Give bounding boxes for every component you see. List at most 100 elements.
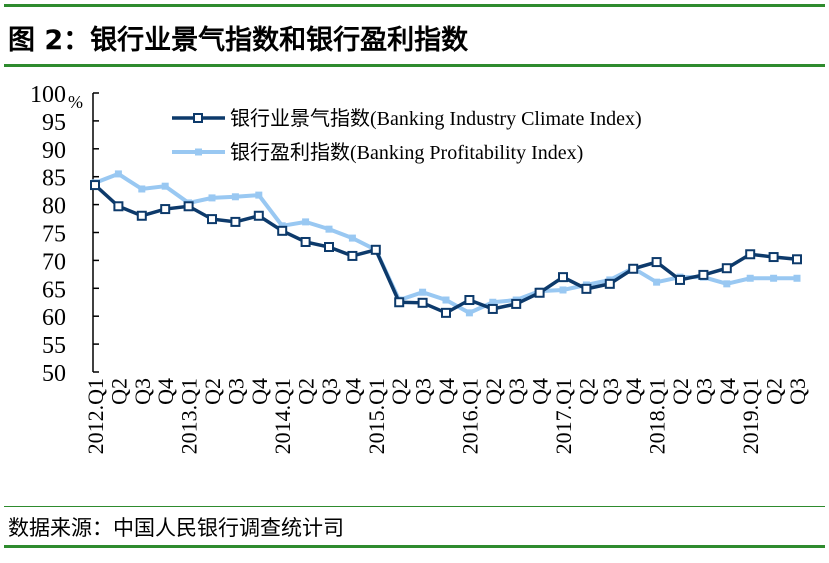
x-tick-label: Q3 (130, 378, 155, 405)
data-point-climate (511, 298, 522, 309)
title-rule (4, 64, 825, 67)
data-point-climate (604, 278, 615, 289)
data-point-profitability (746, 274, 754, 282)
source-rule-top (4, 506, 825, 507)
data-point-climate (113, 201, 124, 212)
x-tick-label: Q3 (317, 378, 342, 405)
data-point-profitability (793, 274, 801, 282)
data-point-climate (534, 287, 545, 298)
source-note: 数据来源：中国人民银行调查统计司 (8, 516, 344, 540)
data-point-profitability (161, 182, 169, 190)
data-point-profitability (723, 280, 731, 288)
x-tick-label: Q2 (762, 378, 787, 405)
x-tick-label: Q2 (200, 378, 225, 405)
data-point-profitability (442, 296, 450, 304)
y-tick-label: 100 (30, 82, 66, 108)
data-point-profitability (278, 222, 286, 230)
data-point-climate (230, 216, 241, 227)
data-point-climate (768, 252, 779, 263)
data-point-profitability (559, 286, 567, 294)
x-tick-label: 2012.Q1 (83, 378, 108, 454)
data-point-profitability (653, 278, 661, 286)
data-point-climate (792, 254, 802, 265)
x-tick-label: Q4 (434, 378, 459, 405)
data-point-climate (417, 297, 428, 308)
x-tick-label: 2019.Q1 (738, 378, 763, 454)
data-point-climate (441, 307, 451, 318)
x-tick-label: Q2 (481, 378, 506, 405)
legend-label: 银行盈利指数(Banking Profitability Index) (230, 141, 583, 164)
x-tick-label: Q4 (247, 378, 272, 405)
data-point-climate (253, 210, 264, 221)
x-tick-label: Q2 (387, 378, 412, 405)
data-point-climate (183, 201, 194, 212)
x-tick-label: 2017.Q1 (551, 378, 576, 454)
y-tick-label: 50 (42, 361, 66, 387)
x-tick-label: Q4 (153, 378, 178, 405)
legend-marker (195, 148, 202, 156)
y-tick-label: 75 (42, 222, 66, 248)
x-tick-label: Q3 (411, 378, 436, 405)
x-tick-label: 2016.Q1 (457, 378, 482, 454)
x-tick-label: Q3 (691, 378, 716, 405)
data-point-climate (300, 236, 311, 247)
x-tick-label: Q4 (715, 378, 740, 405)
x-tick-label: Q3 (785, 378, 810, 405)
x-tick-label: 2018.Q1 (645, 378, 670, 454)
y-tick-label: 65 (42, 277, 66, 303)
data-point-climate (628, 263, 639, 274)
data-point-climate (207, 214, 217, 225)
data-point-profitability (138, 185, 146, 193)
y-tick-label: 80 (42, 194, 66, 220)
data-point-climate (745, 249, 756, 260)
x-tick-label: 2015.Q1 (364, 378, 389, 454)
x-tick-label: 2013.Q1 (177, 378, 202, 454)
x-tick-label: Q4 (528, 378, 553, 405)
data-point-climate (675, 274, 685, 285)
data-point-profitability (325, 225, 333, 233)
y-tick-label: 85 (42, 166, 66, 192)
y-tick-label: 70 (42, 249, 66, 275)
data-point-profitability (114, 170, 122, 178)
data-point-profitability (419, 288, 427, 296)
data-point-profitability (770, 274, 778, 282)
x-tick-label: Q4 (621, 378, 646, 405)
figure-title: 图 2：银行业景气指数和银行盈利指数 (8, 25, 469, 56)
data-point-climate (464, 295, 475, 306)
data-point-climate (558, 272, 568, 283)
data-point-climate (581, 283, 592, 294)
data-point-profitability (208, 194, 216, 202)
data-point-profitability (348, 234, 356, 242)
data-point-climate (698, 269, 709, 280)
x-tick-label: Q3 (504, 378, 529, 405)
data-point-climate (487, 303, 498, 314)
data-point-climate (324, 242, 334, 253)
y-tick-label: 60 (42, 305, 66, 331)
series-line-climate (93, 183, 798, 315)
x-tick-label: Q2 (106, 378, 131, 405)
x-tick-label: Q2 (574, 378, 599, 405)
data-point-climate (136, 210, 147, 221)
data-point-climate (160, 204, 171, 215)
top-rule (4, 4, 825, 7)
legend-marker (193, 113, 203, 123)
x-tick-label: 2014.Q1 (270, 378, 295, 454)
x-tick-label: Q3 (223, 378, 248, 405)
y-tick-label: 95 (42, 110, 66, 136)
data-point-profitability (255, 191, 263, 199)
y-unit-label: % (68, 92, 83, 112)
data-point-climate (370, 244, 381, 255)
x-tick-label: Q2 (294, 378, 319, 405)
x-tick-label: Q4 (340, 378, 365, 405)
data-point-climate (721, 263, 732, 274)
data-point-profitability (231, 193, 239, 201)
y-tick-label: 55 (42, 333, 66, 359)
data-point-profitability (302, 218, 310, 226)
data-point-climate (277, 225, 288, 236)
legend-label: 银行业景气指数(Banking Industry Climate Index) (230, 107, 642, 130)
data-point-profitability (465, 309, 473, 317)
y-tick-label: 90 (42, 138, 66, 164)
data-point-profitability (489, 298, 497, 306)
